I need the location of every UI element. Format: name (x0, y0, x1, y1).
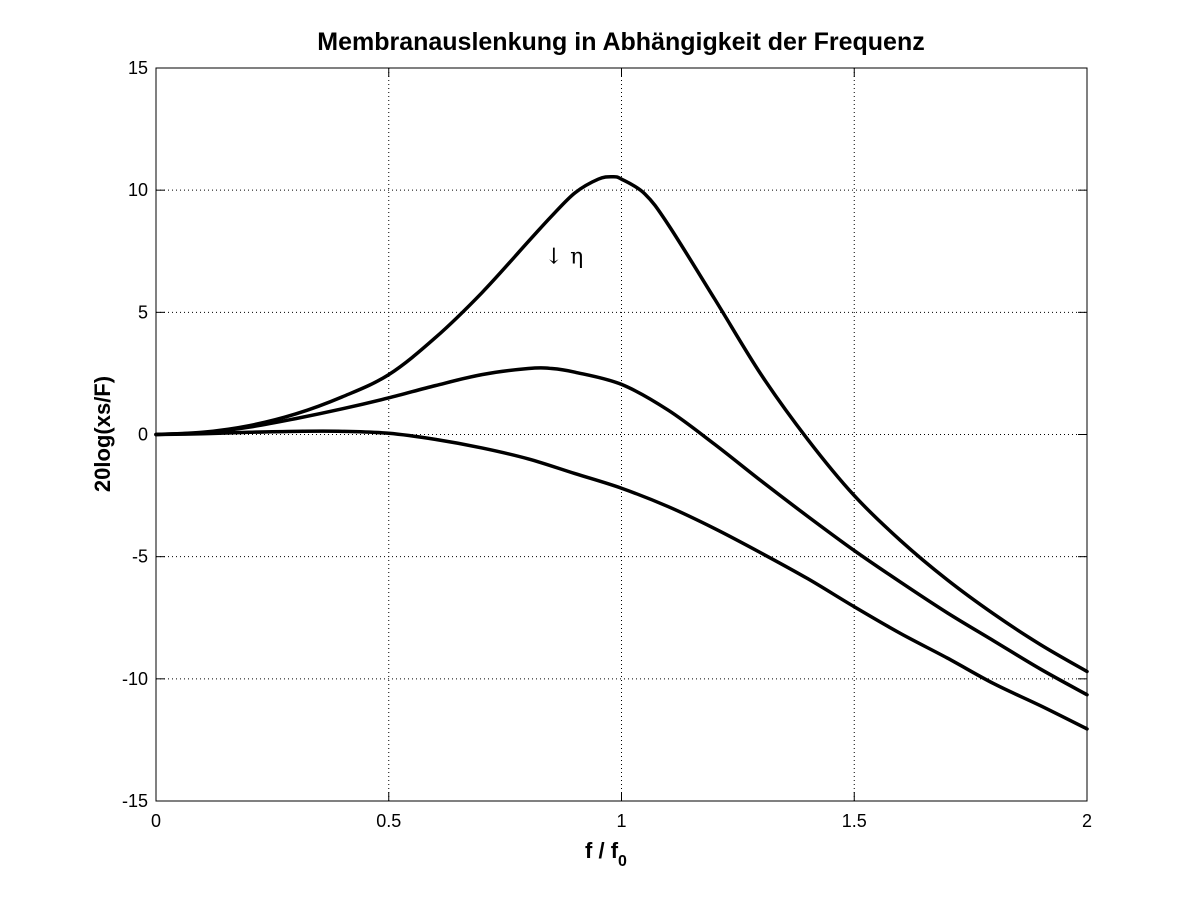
eta-annotation: ↓ η (545, 244, 584, 269)
tick-labels: 0 0.5 1 1.5 2 -15 -10 -5 0 5 10 15 (122, 58, 1092, 831)
series-line-1 (154, 174, 1089, 674)
series-line-3 (154, 429, 1089, 731)
x-tick-label: 2 (1082, 811, 1092, 831)
x-axis-label-subscript: 0 (618, 853, 627, 870)
x-axis-label: f / f0 (585, 838, 627, 870)
y-axis-label: 20log(xs/F) (90, 376, 115, 492)
y-tick-label: 5 (138, 302, 148, 322)
y-tick-label: -5 (132, 547, 148, 567)
y-tick-label: -10 (122, 669, 148, 689)
x-axis-label-main: f / f (585, 838, 619, 863)
y-tick-label: 10 (128, 180, 148, 200)
y-tick-label: 0 (138, 425, 148, 445)
axis-ticks (155, 67, 1088, 802)
x-tick-label: 0 (151, 811, 161, 831)
x-tick-label: 0.5 (376, 811, 401, 831)
plot-curves (154, 174, 1089, 731)
y-tick-label: 15 (128, 58, 148, 78)
x-tick-label: 1.5 (842, 811, 867, 831)
series-line-2 (154, 366, 1089, 697)
chart-title: Membranauslenkung in Abhängigkeit der Fr… (317, 28, 924, 56)
y-tick-label: -15 (122, 791, 148, 811)
x-tick-label: 1 (616, 811, 626, 831)
